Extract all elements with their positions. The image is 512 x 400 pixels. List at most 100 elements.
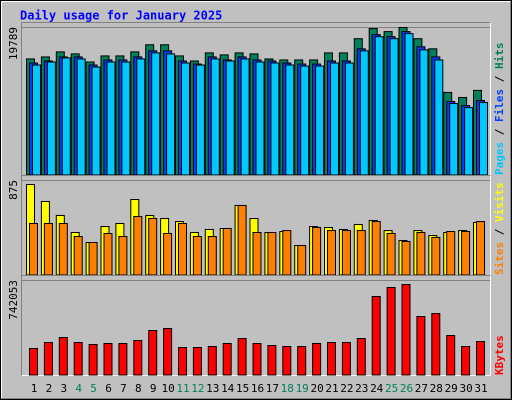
bar xyxy=(315,65,325,176)
bar xyxy=(136,58,146,176)
bar xyxy=(103,232,113,276)
bar xyxy=(341,230,351,276)
bar xyxy=(461,346,471,376)
bar xyxy=(401,241,411,276)
bar xyxy=(163,232,173,276)
x-tick-label: 27 xyxy=(415,382,428,395)
bar xyxy=(58,337,68,376)
bar xyxy=(88,241,98,276)
legend: Pages / Files / Hits xyxy=(493,43,506,176)
bar xyxy=(464,107,474,176)
bar xyxy=(163,328,173,376)
bar xyxy=(312,343,322,376)
x-tick-label: 21 xyxy=(325,382,338,395)
y-tick-label: 875 xyxy=(7,180,20,200)
x-tick-label: 17 xyxy=(266,382,279,395)
x-tick-label: 31 xyxy=(474,382,487,395)
bar xyxy=(106,61,116,176)
bar xyxy=(446,335,456,376)
x-tick-label: 5 xyxy=(90,382,97,395)
x-tick-label: 11 xyxy=(176,382,189,395)
bar xyxy=(121,61,131,176)
bar xyxy=(207,236,217,276)
bar xyxy=(192,347,202,376)
bar xyxy=(181,62,190,176)
bar xyxy=(58,222,68,276)
bar xyxy=(118,236,128,276)
legend: KBytes xyxy=(493,335,506,375)
bar xyxy=(371,221,381,276)
bar xyxy=(61,57,71,176)
bar xyxy=(282,230,292,276)
bar xyxy=(270,62,280,176)
legend-entry: Visits xyxy=(493,182,506,222)
x-tick-label: 12 xyxy=(191,382,204,395)
bar xyxy=(389,38,399,176)
bar xyxy=(195,64,205,176)
bar xyxy=(103,343,113,376)
legend-entry: KBytes xyxy=(493,335,506,375)
bar xyxy=(240,58,250,176)
x-tick-label: 6 xyxy=(105,382,112,395)
x-tick-label: 3 xyxy=(60,382,67,395)
x-tick-label: 29 xyxy=(445,382,458,395)
x-tick-label: 13 xyxy=(206,382,219,395)
bar xyxy=(416,316,426,376)
bar xyxy=(91,66,101,176)
bar xyxy=(29,348,38,376)
y-tick-label: 742053 xyxy=(7,280,20,320)
bar xyxy=(237,204,247,276)
bar xyxy=(386,232,396,276)
x-tick-label: 2 xyxy=(46,382,53,395)
x-tick-label: 28 xyxy=(430,382,443,395)
bar xyxy=(431,237,441,276)
bar xyxy=(356,230,366,276)
bar xyxy=(133,216,143,276)
bar xyxy=(344,62,354,176)
bar xyxy=(178,347,187,376)
bar xyxy=(476,341,485,376)
x-tick-label: 1 xyxy=(31,382,38,395)
bar xyxy=(461,231,471,276)
bar xyxy=(386,287,396,376)
bar xyxy=(148,218,158,276)
bar xyxy=(76,58,86,176)
chart-title: Daily usage for January 2025 xyxy=(20,9,222,23)
bar xyxy=(404,33,414,176)
legend-entry: Pages xyxy=(493,142,506,175)
x-tick-label: 19 xyxy=(296,382,309,395)
bar xyxy=(327,230,336,276)
bar xyxy=(297,346,307,376)
legend-separator: / xyxy=(493,122,506,142)
bar xyxy=(300,65,310,176)
x-tick-label: 16 xyxy=(251,382,264,395)
bar xyxy=(416,232,426,276)
bar xyxy=(267,345,277,376)
bar xyxy=(255,61,265,176)
x-tick-label: 22 xyxy=(340,382,353,395)
x-tick-label: 26 xyxy=(400,382,413,395)
bar xyxy=(88,344,98,376)
bar xyxy=(46,61,56,176)
bar xyxy=(207,346,217,376)
bar xyxy=(43,342,53,376)
x-tick-label: 24 xyxy=(370,382,384,395)
bar xyxy=(222,227,232,276)
legend: Sites / Visits xyxy=(493,182,506,275)
bar xyxy=(73,342,83,376)
bar xyxy=(341,342,351,376)
bar xyxy=(133,340,143,376)
bar xyxy=(267,232,277,276)
bar xyxy=(222,343,232,376)
legend-separator: / xyxy=(493,222,506,242)
bar xyxy=(419,49,429,176)
legend-entry: Files xyxy=(493,89,506,122)
bar xyxy=(29,222,38,276)
bar xyxy=(401,284,411,376)
x-tick-label: 30 xyxy=(459,382,472,395)
legend-entry: Sites xyxy=(493,242,506,275)
x-tick-label: 14 xyxy=(221,382,235,395)
bar xyxy=(297,245,307,276)
